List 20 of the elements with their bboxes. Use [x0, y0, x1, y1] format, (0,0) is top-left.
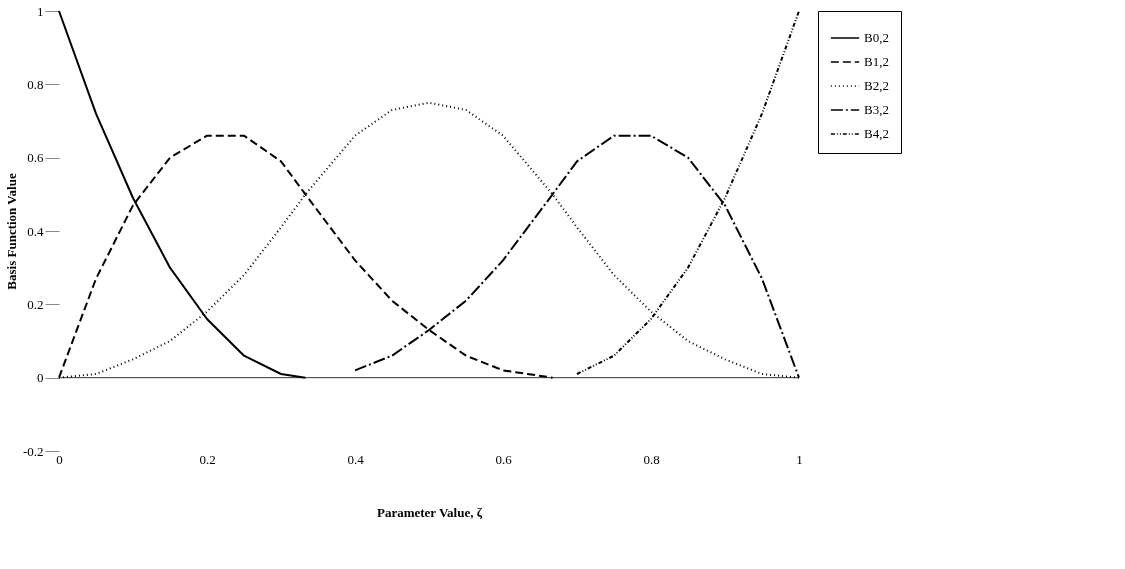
y-tick-label: -0.2 [22, 443, 44, 459]
x-axis-title: Parameter Value, ζ [376, 504, 483, 520]
x-tick-label: 0.6 [495, 451, 513, 467]
y-tick-label: 0.2 [27, 296, 44, 312]
legend-label: B0,2 [864, 30, 889, 45]
y-tick-label: 0.4 [27, 223, 44, 239]
legend-label: B4,2 [864, 126, 889, 141]
y-tick-label: 0 [37, 370, 44, 386]
legend-label: B1,2 [864, 54, 889, 69]
legend-label: B3,2 [864, 102, 889, 117]
x-tick-label: 1 [796, 451, 803, 467]
x-tick-label: 0.2 [199, 451, 216, 467]
y-tick-label: 0.6 [27, 150, 44, 166]
x-tick-label: 0.8 [643, 451, 660, 467]
y-axis-title: Basis Function Value [3, 173, 19, 290]
x-tick-label: 0.4 [347, 451, 365, 467]
x-tick-label: 0 [56, 451, 63, 467]
legend-label: B2,2 [864, 78, 889, 93]
y-tick-label: 1 [37, 3, 44, 19]
y-tick-label: 0.8 [27, 76, 44, 92]
